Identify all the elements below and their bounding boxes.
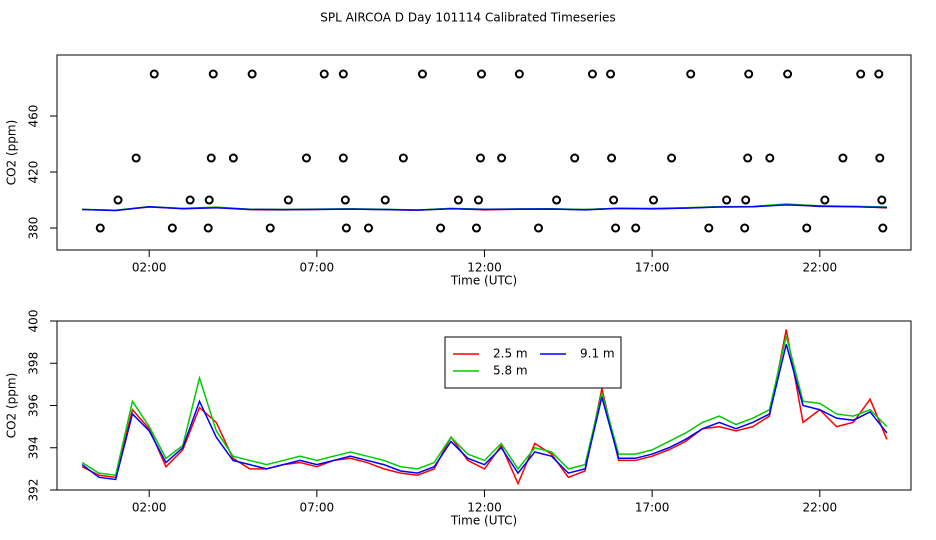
data-point xyxy=(874,69,884,79)
data-point xyxy=(802,223,812,233)
data-point xyxy=(856,69,866,79)
y-tick-label: 420 xyxy=(27,161,41,184)
data-point xyxy=(606,69,616,79)
y-axis-title: CO2 (ppm) xyxy=(5,120,19,186)
data-point xyxy=(228,153,238,163)
data-line xyxy=(81,329,888,486)
x-tick-label: 02:00 xyxy=(132,501,167,515)
data-point xyxy=(204,195,214,205)
data-point xyxy=(765,153,775,163)
y-tick-label: 380 xyxy=(27,217,41,240)
y-tick-label: 400 xyxy=(27,310,41,333)
plot-frame xyxy=(56,54,912,251)
data-point xyxy=(533,223,543,233)
y-tick-label: 398 xyxy=(27,352,41,375)
x-tick-label: 22:00 xyxy=(803,501,838,515)
x-tick-label: 17:00 xyxy=(635,261,670,275)
data-point xyxy=(340,195,350,205)
data-point xyxy=(95,223,105,233)
data-point xyxy=(740,223,750,233)
y-tick-label: 396 xyxy=(27,394,41,417)
data-point xyxy=(587,69,597,79)
data-point xyxy=(301,153,311,163)
data-point xyxy=(838,153,848,163)
data-point xyxy=(113,195,123,205)
data-point xyxy=(820,195,830,205)
data-point xyxy=(338,153,348,163)
data-point xyxy=(380,195,390,205)
data-point xyxy=(319,69,329,79)
data-line xyxy=(81,335,888,477)
data-point xyxy=(704,223,714,233)
data-point xyxy=(131,153,141,163)
x-tick-label: 07:00 xyxy=(300,261,335,275)
data-point xyxy=(611,223,621,233)
data-point xyxy=(877,195,887,205)
data-line xyxy=(81,344,888,481)
data-point xyxy=(453,195,463,205)
data-point xyxy=(875,153,885,163)
x-tick-label: 22:00 xyxy=(803,261,838,275)
data-point xyxy=(203,223,213,233)
y-tick-label: 394 xyxy=(27,436,41,459)
data-point xyxy=(514,69,524,79)
data-point xyxy=(283,195,293,205)
data-point xyxy=(475,153,485,163)
data-point xyxy=(722,195,732,205)
data-point xyxy=(417,69,427,79)
data-point xyxy=(208,69,218,79)
data-point xyxy=(743,153,753,163)
data-point xyxy=(783,69,793,79)
x-axis-title: Time (UTC) xyxy=(450,274,517,288)
data-point xyxy=(398,153,408,163)
data-point xyxy=(436,223,446,233)
data-line xyxy=(82,204,887,212)
data-point xyxy=(686,69,696,79)
data-point xyxy=(497,153,507,163)
legend-label: 2.5 m xyxy=(493,347,528,361)
x-tick-label: 02:00 xyxy=(132,261,167,275)
data-point xyxy=(648,195,658,205)
chart-title: SPL AIRCOA D Day 101114 Calibrated Times… xyxy=(320,11,615,25)
legend-label: 9.1 m xyxy=(580,347,615,361)
data-point xyxy=(476,69,486,79)
x-axis-title: Time (UTC) xyxy=(450,514,517,528)
data-point xyxy=(167,223,177,233)
x-tick-label: 07:00 xyxy=(300,501,335,515)
y-tick-label: 460 xyxy=(27,105,41,128)
data-point xyxy=(631,223,641,233)
data-point xyxy=(473,195,483,205)
data-point xyxy=(741,195,751,205)
x-tick-label: 17:00 xyxy=(635,501,670,515)
data-point xyxy=(552,195,562,205)
legend-label: 5.8 m xyxy=(493,364,528,378)
data-point xyxy=(471,223,481,233)
x-tick-label: 12:00 xyxy=(467,501,502,515)
data-point xyxy=(265,223,275,233)
y-axis-title: CO2 (ppm) xyxy=(5,373,19,439)
data-point xyxy=(363,223,373,233)
data-point xyxy=(607,153,617,163)
data-point xyxy=(247,69,257,79)
data-point xyxy=(609,195,619,205)
data-point xyxy=(206,153,216,163)
data-point xyxy=(570,153,580,163)
data-point xyxy=(338,69,348,79)
data-point xyxy=(149,69,159,79)
data-point xyxy=(878,223,888,233)
data-point xyxy=(744,69,754,79)
x-tick-label: 12:00 xyxy=(467,261,502,275)
legend-box xyxy=(444,336,622,389)
data-point xyxy=(667,153,677,163)
y-tick-label: 392 xyxy=(27,479,41,502)
data-point xyxy=(185,195,195,205)
data-point xyxy=(341,223,351,233)
